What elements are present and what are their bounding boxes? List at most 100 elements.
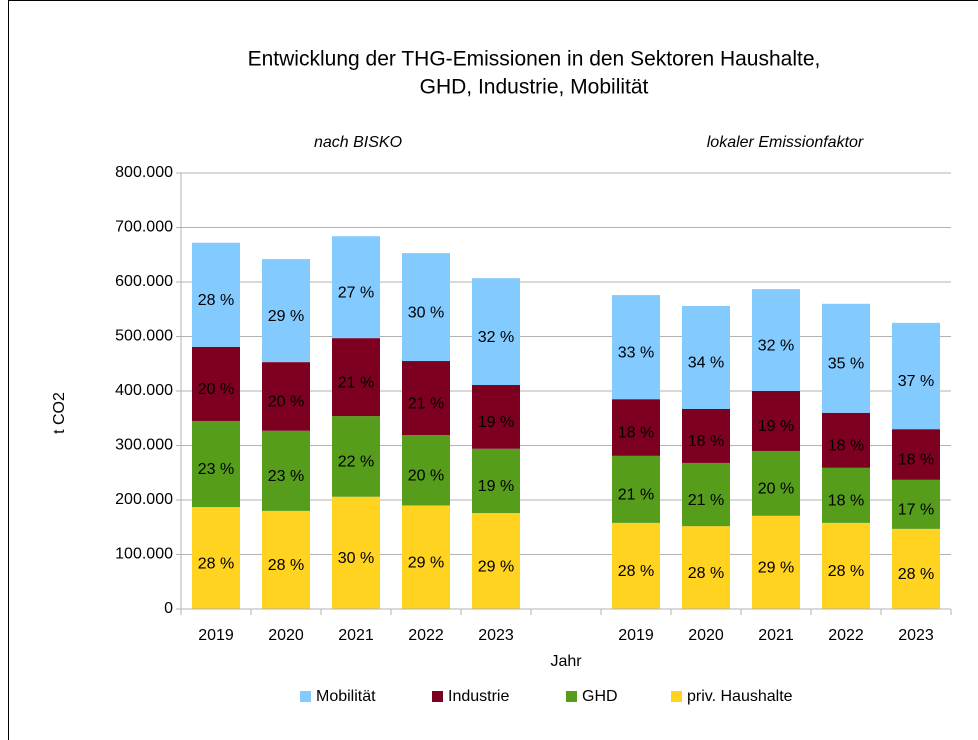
bar-segment: [332, 496, 380, 609]
bar-segment: [262, 362, 310, 431]
data-label: 28 %: [618, 563, 654, 580]
data-label: 19 %: [478, 414, 514, 431]
y-tick-label: 100.000: [115, 546, 173, 563]
bar-segment: [892, 429, 940, 480]
bar-segment: [402, 361, 450, 436]
x-tick-label: 2022: [828, 627, 864, 644]
data-label: 29 %: [268, 308, 304, 325]
bar-segment: [892, 528, 940, 609]
data-label: 21 %: [408, 395, 444, 412]
y-tick-label: 300.000: [115, 437, 173, 454]
legend-label: Industrie: [448, 688, 509, 705]
bar-segment: [472, 448, 520, 514]
data-label: 20 %: [198, 381, 234, 398]
x-tick-label: 2021: [758, 627, 794, 644]
data-label: 28 %: [268, 557, 304, 574]
y-tick-label: 500.000: [115, 328, 173, 345]
bar-segment: [332, 338, 380, 417]
bar-segment: [682, 408, 730, 463]
data-label: 28 %: [828, 563, 864, 580]
bar-segment: [262, 259, 310, 363]
y-tick-label: 600.000: [115, 273, 173, 290]
legend-swatch: [566, 691, 577, 702]
bar-segment: [192, 242, 240, 347]
data-label: 22 %: [338, 454, 374, 471]
data-label: 19 %: [478, 478, 514, 495]
data-label: 28 %: [898, 566, 934, 583]
x-tick-label: 2019: [618, 627, 654, 644]
data-label: 20 %: [408, 468, 444, 485]
x-tick-label: 2021: [338, 627, 374, 644]
bar-segment: [612, 399, 660, 456]
data-label: 27 %: [338, 284, 374, 301]
chart-title: Entwicklung der THG-Emissionen in den Se…: [248, 48, 821, 71]
bar-segment: [332, 416, 380, 497]
data-label: 21 %: [618, 487, 654, 504]
y-tick-label: 400.000: [115, 382, 173, 399]
bar-segment: [472, 385, 520, 449]
data-label: 35 %: [828, 356, 864, 373]
legend-label: priv. Haushalte: [687, 688, 793, 705]
bar-segment: [892, 479, 940, 529]
bar-segment: [262, 510, 310, 609]
legend-label: GHD: [582, 688, 618, 705]
legend-swatch: [671, 691, 682, 702]
data-label: 34 %: [688, 355, 724, 372]
bar-segment: [612, 522, 660, 609]
bar-segment: [822, 467, 870, 523]
legend-label: Mobilität: [316, 688, 376, 705]
x-axis-label: Jahr: [550, 653, 582, 670]
y-tick-label: 700.000: [115, 219, 173, 236]
bar-segment: [752, 391, 800, 451]
data-label: 37 %: [898, 373, 934, 390]
data-label: 20 %: [758, 481, 794, 498]
data-label: 30 %: [338, 550, 374, 567]
data-label: 18 %: [688, 433, 724, 450]
data-label: 21 %: [688, 492, 724, 509]
data-label: 29 %: [408, 554, 444, 571]
bar-segment: [192, 346, 240, 421]
bar-segment: [612, 455, 660, 523]
data-label: 20 %: [268, 394, 304, 411]
y-axis-label: t CO2: [51, 392, 68, 434]
data-label: 32 %: [478, 329, 514, 346]
data-label: 30 %: [408, 304, 444, 321]
bar-segment: [402, 253, 450, 362]
bar-segment: [612, 295, 660, 400]
group-label: nach BISKO: [314, 134, 402, 151]
x-tick-label: 2023: [478, 627, 514, 644]
bar-segment: [402, 505, 450, 609]
data-label: 18 %: [898, 452, 934, 469]
bar-segment: [892, 322, 940, 430]
bar-segment: [472, 278, 520, 386]
bar-segment: [752, 289, 800, 391]
data-label: 28 %: [688, 565, 724, 582]
data-label: 18 %: [828, 438, 864, 455]
bar-segment: [192, 420, 240, 508]
x-tick-label: 2023: [898, 627, 934, 644]
bar-segment: [192, 507, 240, 609]
legend-swatch: [432, 691, 443, 702]
data-label: 32 %: [758, 337, 794, 354]
data-label: 29 %: [758, 560, 794, 577]
data-label: 19 %: [758, 418, 794, 435]
chart-title: GHD, Industrie, Mobilität: [420, 76, 649, 99]
bar-segment: [752, 515, 800, 609]
x-tick-label: 2022: [408, 627, 444, 644]
y-tick-label: 800.000: [115, 164, 173, 181]
bar-segment: [402, 435, 450, 506]
bar-segment: [822, 522, 870, 609]
y-tick-label: 0: [164, 600, 173, 617]
bar-segment: [682, 462, 730, 527]
bar-segment: [822, 303, 870, 413]
data-label: 33 %: [618, 344, 654, 361]
data-label: 17 %: [898, 502, 934, 519]
data-label: 28 %: [198, 555, 234, 572]
x-tick-label: 2020: [268, 627, 304, 644]
bar-segment: [332, 236, 380, 339]
data-label: 21 %: [338, 374, 374, 391]
x-tick-label: 2019: [198, 627, 234, 644]
bar-segment: [472, 513, 520, 609]
group-label: lokaler Emissionfaktor: [707, 134, 864, 151]
